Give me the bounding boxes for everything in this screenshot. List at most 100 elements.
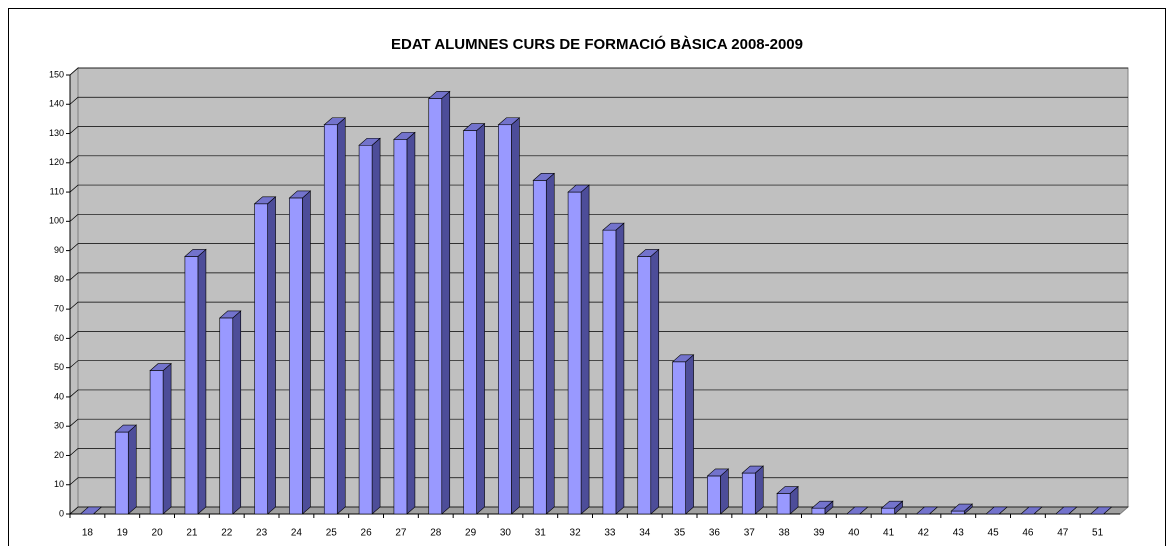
bar <box>463 130 477 515</box>
grid-line <box>69 448 1128 456</box>
bar-top <box>114 424 138 433</box>
bar-top <box>393 132 416 140</box>
bar-top <box>950 503 974 512</box>
bar <box>567 191 582 515</box>
x-tick-label: 45 <box>988 528 1000 539</box>
bar-top <box>497 117 521 126</box>
bar-top <box>149 363 172 371</box>
bar-side <box>720 468 729 515</box>
y-tick-label: 130 <box>49 128 64 138</box>
y-tick-label: 110 <box>50 186 64 196</box>
bar-side <box>441 90 451 515</box>
bar-top <box>358 137 381 146</box>
bar-top <box>323 117 347 126</box>
bar-top <box>1054 506 1078 515</box>
chart-title: EDAT ALUMNES CURS DE FORMACIÓ BÀSICA 200… <box>391 35 803 53</box>
grid-line <box>69 243 1128 251</box>
y-tick-label: 70 <box>54 304 64 314</box>
x-tick-label: 25 <box>326 528 338 539</box>
x-tick-label: 42 <box>918 528 930 539</box>
bar-side <box>197 248 207 515</box>
bar <box>428 98 443 515</box>
bar-side <box>267 196 276 515</box>
bar <box>532 180 547 515</box>
x-tick-label: 51 <box>1092 528 1104 539</box>
bar <box>219 317 234 515</box>
bar-top <box>218 310 242 319</box>
y-tick-label: 80 <box>54 274 64 284</box>
x-tick-label: 31 <box>535 528 547 539</box>
bar <box>393 139 408 515</box>
x-tick-label: 29 <box>465 528 477 539</box>
x-tick-label: 21 <box>186 528 198 539</box>
x-tick-label: 32 <box>570 528 582 539</box>
y-tick-label: 20 <box>54 450 64 460</box>
bar <box>358 144 373 515</box>
y-tick-label: 120 <box>49 157 64 167</box>
bar <box>811 507 826 515</box>
x-tick-label: 27 <box>395 528 407 539</box>
y-tick-label: 140 <box>49 99 64 109</box>
grid-line <box>69 96 1128 105</box>
bar-side <box>476 122 485 515</box>
bar-top <box>880 500 904 509</box>
y-tick-label: 150 <box>49 69 64 79</box>
x-tick-label: 43 <box>953 528 965 539</box>
bar-side <box>127 424 137 515</box>
y-tick-label: 90 <box>54 245 64 255</box>
x-tick-label: 23 <box>256 528 268 539</box>
x-tick-label: 30 <box>500 528 512 539</box>
bar-top <box>567 184 590 193</box>
x-tick-label: 20 <box>152 528 164 539</box>
bar-top <box>462 123 486 131</box>
bar-top <box>671 354 695 363</box>
x-tick-label: 41 <box>883 528 895 539</box>
bar-top <box>915 506 939 515</box>
bar-top <box>253 196 277 205</box>
bar-side <box>754 465 764 515</box>
grid-line <box>69 213 1128 222</box>
bar-side <box>302 190 311 515</box>
y-tick-label: 30 <box>54 421 64 431</box>
grid-line <box>69 360 1128 368</box>
bar-top <box>1020 506 1043 515</box>
grid-line <box>69 418 1128 427</box>
x-tick-label: 46 <box>1022 528 1034 539</box>
bar-top <box>427 91 451 99</box>
x-tick-label: 35 <box>674 528 686 539</box>
x-tick-label: 22 <box>221 528 233 539</box>
bar-side <box>371 137 381 515</box>
bar-side <box>545 172 555 515</box>
bar <box>323 124 338 515</box>
bar <box>498 124 512 515</box>
grid-line <box>69 477 1128 485</box>
x-tick-label: 34 <box>639 528 651 539</box>
grid-line <box>69 184 1128 193</box>
bar-top <box>845 506 869 515</box>
grid-line <box>69 331 1128 339</box>
bar <box>741 472 756 515</box>
x-tick-label: 37 <box>744 528 756 539</box>
bar-top <box>532 173 556 181</box>
bar-side <box>580 184 590 515</box>
bar <box>184 256 199 515</box>
bar <box>289 197 303 515</box>
grid-line <box>69 389 1128 398</box>
bar <box>707 475 721 515</box>
bar <box>637 256 652 515</box>
y-tick-label: 60 <box>54 333 64 343</box>
y-tick-label: 40 <box>54 391 64 401</box>
x-tick-label: 33 <box>604 528 616 539</box>
grid-line <box>69 67 1128 76</box>
grid-line <box>69 272 1128 281</box>
grid-line <box>69 301 1128 310</box>
y-tick-label: 100 <box>49 216 64 226</box>
bar-side <box>650 248 660 515</box>
bar <box>114 431 129 515</box>
bar <box>950 510 965 515</box>
grid-line <box>69 155 1128 164</box>
bar-side <box>336 117 346 515</box>
x-tick-label: 38 <box>779 528 791 539</box>
bar <box>602 229 617 515</box>
